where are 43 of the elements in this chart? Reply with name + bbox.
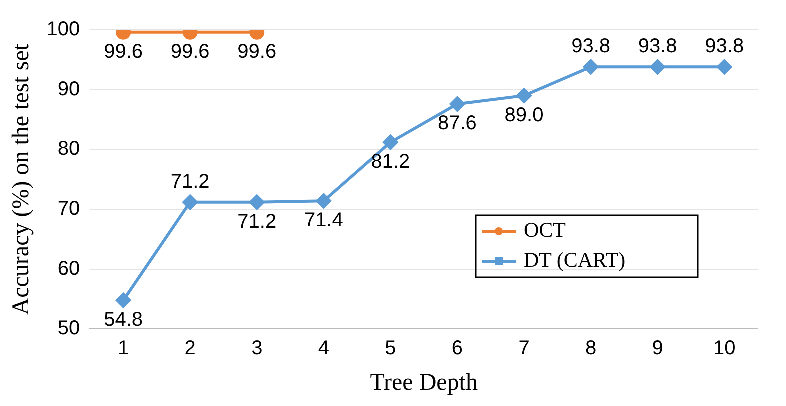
x-tick-label: 6 [452,338,464,360]
y-axis-title: Accuracy (%) on the test set [8,44,35,316]
point [650,60,666,75]
x-tick-label: 1 [118,338,130,360]
data-label: 71.2 [170,170,210,193]
data-label: 54.8 [104,308,144,331]
x-axis-title: Tree Depth [370,370,478,396]
x-tick-label: 8 [585,338,597,360]
point [584,60,599,75]
point [717,60,732,75]
x-tick-label: 5 [385,338,396,360]
y-tick-label: 70 [58,198,80,220]
point [116,292,132,308]
y-tick-label: 100 [46,18,80,41]
x-tick-label: 7 [518,338,530,360]
x-tick-label: 2 [184,338,196,360]
legend-label: DT (CART) [524,248,626,272]
legend-label: OCT [524,218,566,242]
data-label: 87.6 [438,112,477,135]
data-label: 93.8 [572,36,611,58]
y-tick-label: 50 [58,318,80,340]
point [250,194,265,210]
point [450,96,465,112]
data-label: 71.4 [304,210,344,232]
point [316,194,332,209]
data-label: 99.6 [170,40,210,63]
data-label: 99.6 [104,40,144,63]
y-tick-label: 90 [58,78,80,100]
data-label: 89.0 [504,104,544,126]
data-label: 99.6 [238,40,277,63]
y-tick-label: 60 [58,258,80,280]
x-tick-label: 10 [713,338,736,360]
data-label: 81.2 [371,151,410,174]
point [383,135,398,150]
point [516,88,532,104]
x-tick-label: 9 [652,338,664,360]
data-label: 93.8 [705,36,744,58]
x-tick-label: 4 [318,338,330,360]
x-tick-label: 3 [252,338,263,360]
data-label: 71.2 [238,210,277,233]
y-tick-label: 80 [58,138,80,160]
point [182,194,198,210]
data-label: 93.8 [638,36,678,58]
